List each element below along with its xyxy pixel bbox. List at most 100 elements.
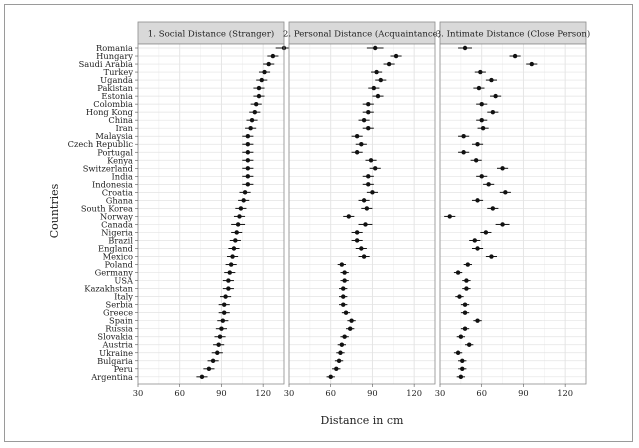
data-point: [457, 294, 462, 299]
country-label: Kenya: [107, 155, 133, 165]
country-label: Malaysia: [95, 131, 133, 141]
data-point: [222, 302, 227, 307]
x-tick-label: 90: [518, 388, 529, 398]
data-point: [245, 174, 251, 179]
data-point: [455, 270, 461, 275]
x-tick-label: 30: [133, 388, 144, 398]
country-label: Austria: [102, 340, 134, 350]
data-point: [343, 310, 349, 315]
data-point: [248, 126, 253, 131]
data-point: [375, 93, 381, 99]
panel-background: [138, 44, 284, 384]
data-point: [483, 230, 489, 235]
data-point: [217, 334, 223, 339]
data-point: [341, 294, 346, 299]
country-label: England: [98, 244, 134, 254]
panels-group: 1. Social Distance (Stranger) 30 60 90 120 2.…: [133, 21, 591, 398]
panel-border: [439, 43, 587, 385]
country-label: Norway: [100, 211, 133, 221]
data-point: [206, 366, 212, 371]
data-point: [259, 77, 264, 83]
data-point: [245, 166, 251, 171]
panel: 2. Personal Distance (Acquaintance) 30 60 9…: [283, 21, 441, 398]
data-point: [241, 198, 246, 203]
data-point: [226, 278, 231, 283]
data-point: [461, 134, 466, 139]
country-label: Croatia: [102, 187, 133, 197]
data-point: [480, 126, 486, 131]
data-point: [245, 142, 251, 147]
data-point: [341, 286, 346, 291]
data-point: [216, 342, 221, 347]
x-tick-label: 120: [406, 388, 422, 398]
data-point: [354, 134, 360, 139]
data-point: [490, 109, 496, 115]
data-point: [370, 190, 375, 195]
data-point: [199, 374, 205, 380]
panel: 1. Social Distance (Stranger) 30 60 90 120: [133, 21, 293, 398]
data-point: [252, 109, 257, 115]
country-label: Saudi Arabia: [79, 59, 133, 69]
data-point: [234, 230, 239, 235]
country-label: Czech Republic: [68, 139, 134, 149]
country-label: China: [108, 115, 133, 125]
data-point: [464, 286, 469, 291]
panel-title: 3. Intimate Distance (Close Person): [436, 29, 591, 40]
data-point: [460, 366, 465, 371]
country-label: South Korea: [81, 203, 133, 213]
x-tick-label: 30: [435, 388, 446, 398]
data-point: [364, 206, 370, 211]
panel-title: 2. Personal Distance (Acquaintance): [283, 29, 441, 40]
data-point: [328, 374, 333, 380]
data-point: [475, 198, 480, 203]
data-point: [359, 142, 364, 147]
data-point: [238, 206, 244, 211]
country-label: Estonia: [101, 91, 133, 101]
country-label: Ukraine: [99, 348, 133, 358]
country-label: Bulgaria: [97, 356, 133, 366]
x-tick-label: 60: [476, 388, 487, 398]
data-point: [354, 230, 360, 235]
country-label: Pakistan: [97, 83, 133, 93]
panel-background: [440, 44, 586, 384]
data-point: [378, 77, 383, 83]
country-label: Hong Kong: [86, 107, 134, 117]
country-label: Greece: [103, 308, 133, 318]
data-point: [472, 238, 477, 243]
data-point: [237, 214, 242, 219]
panel-title: 1. Social Distance (Stranger): [148, 29, 274, 40]
x-tick-label: 30: [284, 388, 295, 398]
country-label: Portugal: [97, 147, 133, 157]
data-point: [342, 270, 347, 275]
x-tick-label: 90: [367, 388, 378, 398]
data-point: [475, 246, 480, 251]
country-label: Nigeria: [101, 227, 133, 237]
data-point: [245, 134, 251, 139]
data-point: [393, 53, 399, 59]
data-point: [346, 214, 351, 219]
data-point: [223, 294, 228, 299]
data-point: [228, 262, 234, 267]
data-point: [253, 101, 259, 107]
data-point: [245, 182, 251, 187]
data-point: [230, 254, 235, 259]
data-point: [361, 198, 367, 203]
data-point: [503, 190, 508, 195]
data-point: [338, 350, 343, 355]
data-point: [386, 61, 392, 67]
data-point: [249, 117, 255, 123]
data-point: [500, 166, 505, 171]
data-point: [342, 278, 347, 283]
data-point: [478, 69, 483, 75]
data-point: [464, 278, 469, 283]
x-axis-label: Distance in cm: [321, 414, 404, 427]
data-point: [366, 101, 371, 107]
data-point: [479, 101, 484, 107]
data-point: [476, 85, 482, 91]
data-point: [475, 318, 480, 323]
data-point: [458, 334, 464, 339]
data-point: [270, 53, 276, 59]
country-label: Canada: [101, 219, 133, 229]
data-point: [373, 166, 378, 171]
